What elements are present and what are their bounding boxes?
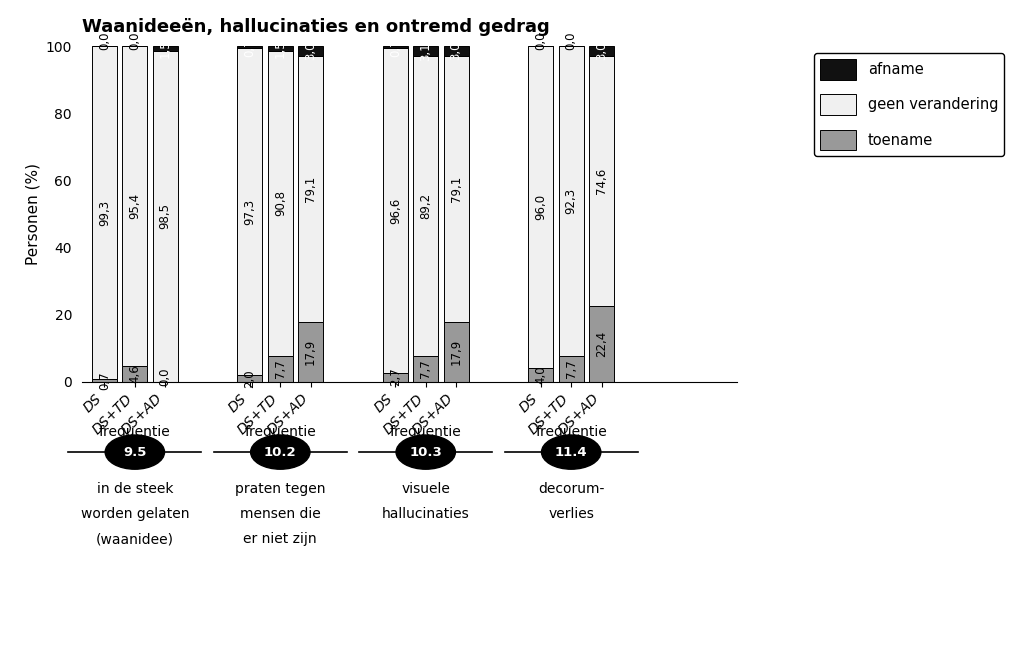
Bar bbox=[559, 356, 584, 382]
Y-axis label: Personen (%): Personen (%) bbox=[26, 163, 40, 265]
Text: 0,0: 0,0 bbox=[159, 367, 172, 386]
Bar bbox=[413, 46, 438, 57]
Text: 92,3: 92,3 bbox=[565, 188, 578, 214]
Text: 0,0: 0,0 bbox=[128, 32, 141, 50]
Text: in de steek: in de steek bbox=[96, 482, 173, 496]
Text: verlies: verlies bbox=[548, 507, 594, 521]
Bar bbox=[383, 372, 408, 382]
Text: 7,7: 7,7 bbox=[565, 359, 578, 378]
Bar bbox=[444, 56, 469, 322]
Text: 4,6: 4,6 bbox=[128, 365, 141, 384]
Bar bbox=[298, 322, 323, 382]
Bar bbox=[237, 46, 262, 49]
Bar bbox=[528, 46, 553, 368]
Text: 11.4: 11.4 bbox=[554, 445, 587, 459]
Text: mensen die: mensen die bbox=[240, 507, 320, 521]
Text: 96,6: 96,6 bbox=[389, 197, 402, 224]
Text: (waanidee): (waanidee) bbox=[96, 532, 174, 546]
Text: 90,8: 90,8 bbox=[274, 190, 286, 216]
Text: frequentie: frequentie bbox=[390, 425, 461, 440]
Bar bbox=[92, 379, 117, 382]
Text: 3,0: 3,0 bbox=[449, 42, 462, 61]
Text: frequentie: frequentie bbox=[535, 425, 607, 440]
Text: frequentie: frequentie bbox=[244, 425, 316, 440]
Bar bbox=[152, 51, 178, 382]
Text: 0,7: 0,7 bbox=[389, 38, 402, 57]
Bar bbox=[413, 356, 438, 382]
Text: 17,9: 17,9 bbox=[449, 338, 462, 365]
Bar bbox=[298, 56, 323, 322]
Text: 10.2: 10.2 bbox=[264, 445, 297, 459]
Bar bbox=[123, 46, 147, 367]
Text: hallucinaties: hallucinaties bbox=[382, 507, 470, 521]
Bar bbox=[589, 46, 614, 56]
Bar bbox=[92, 46, 117, 379]
Text: 17,9: 17,9 bbox=[304, 338, 317, 365]
Text: 1,5: 1,5 bbox=[274, 39, 286, 58]
Text: 89,2: 89,2 bbox=[419, 193, 433, 219]
Text: 96,0: 96,0 bbox=[534, 194, 547, 220]
Text: 10.3: 10.3 bbox=[409, 445, 442, 459]
Text: 22,4: 22,4 bbox=[595, 331, 608, 357]
Text: 2,7: 2,7 bbox=[389, 368, 402, 386]
Text: 99,3: 99,3 bbox=[98, 199, 110, 226]
Bar bbox=[589, 56, 614, 307]
Text: er niet zijn: er niet zijn bbox=[243, 532, 317, 546]
Text: 2,0: 2,0 bbox=[243, 369, 257, 388]
Bar bbox=[268, 46, 293, 51]
Text: 79,1: 79,1 bbox=[304, 176, 317, 202]
Bar bbox=[268, 51, 293, 356]
Text: worden gelaten: worden gelaten bbox=[81, 507, 189, 521]
Text: 1,5: 1,5 bbox=[159, 39, 172, 58]
Bar bbox=[237, 375, 262, 382]
Bar bbox=[268, 356, 293, 382]
Text: visuele: visuele bbox=[401, 482, 450, 496]
Text: frequentie: frequentie bbox=[99, 425, 171, 440]
Text: 95,4: 95,4 bbox=[128, 193, 141, 219]
Text: 97,3: 97,3 bbox=[243, 199, 257, 225]
Text: praten tegen: praten tegen bbox=[235, 482, 325, 496]
Text: 0,7: 0,7 bbox=[98, 371, 110, 390]
Bar bbox=[589, 307, 614, 382]
Legend: afname, geen verandering, toename: afname, geen verandering, toename bbox=[814, 53, 1005, 156]
Text: 74,6: 74,6 bbox=[595, 168, 608, 194]
Text: 0,0: 0,0 bbox=[534, 32, 547, 50]
Text: 9.5: 9.5 bbox=[123, 445, 146, 459]
Bar bbox=[383, 49, 408, 372]
Bar bbox=[413, 57, 438, 356]
Bar bbox=[444, 46, 469, 56]
Text: 98,5: 98,5 bbox=[159, 203, 172, 230]
Bar bbox=[123, 367, 147, 382]
Bar bbox=[152, 46, 178, 51]
Text: 0,0: 0,0 bbox=[565, 32, 578, 50]
Text: 3,0: 3,0 bbox=[595, 42, 608, 61]
Text: 3,0: 3,0 bbox=[304, 42, 317, 61]
Text: 7,7: 7,7 bbox=[419, 359, 433, 378]
Text: Waanideeën, hallucinaties en ontremd gedrag: Waanideeën, hallucinaties en ontremd ged… bbox=[82, 18, 549, 36]
Text: 3,1: 3,1 bbox=[419, 42, 433, 61]
Bar bbox=[559, 46, 584, 356]
Text: 7,7: 7,7 bbox=[274, 359, 286, 378]
Bar bbox=[528, 368, 553, 382]
Bar bbox=[298, 46, 323, 56]
Bar bbox=[383, 46, 408, 49]
Text: decorum-: decorum- bbox=[538, 482, 605, 496]
Text: 0,0: 0,0 bbox=[98, 32, 110, 50]
Text: 79,1: 79,1 bbox=[449, 176, 462, 202]
Text: 0,7: 0,7 bbox=[243, 38, 257, 57]
Bar bbox=[237, 49, 262, 375]
Text: 4,0: 4,0 bbox=[534, 366, 547, 384]
Bar bbox=[444, 322, 469, 382]
